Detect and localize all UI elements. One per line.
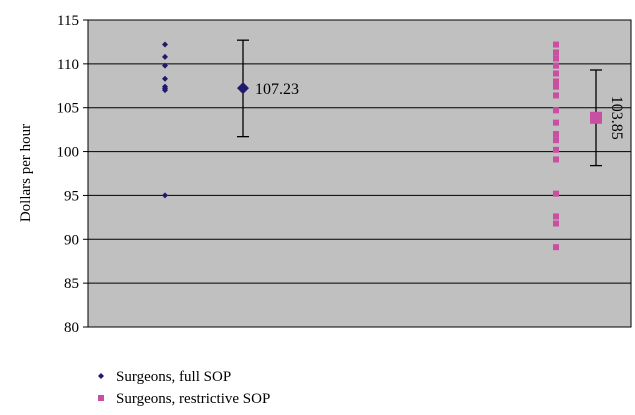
data-point	[553, 213, 559, 220]
y-tick-label: 110	[57, 57, 79, 73]
series-marks: 107.23 103.85	[162, 39, 625, 251]
mean-marker	[237, 82, 249, 95]
y-tick-label: 100	[57, 145, 80, 161]
data-point	[553, 146, 559, 153]
data-point	[553, 107, 559, 114]
data-point	[162, 41, 168, 48]
legend-item: Surgeons, restrictive SOP	[98, 391, 270, 407]
data-point	[553, 70, 559, 77]
y-tick-label: 90	[64, 232, 79, 248]
data-point	[553, 78, 559, 85]
data-point	[553, 131, 559, 138]
legend: Surgeons, full SOP Surgeons, restrictive …	[98, 369, 270, 407]
y-axis-ticks: 80 85 90 95 100 105 110 115	[57, 13, 88, 336]
data-point	[162, 62, 168, 69]
series-1: 107.23	[162, 39, 299, 199]
y-tick-label: 95	[64, 188, 79, 204]
data-point	[553, 156, 559, 163]
series-2: 103.85	[553, 41, 625, 251]
legend-label: Surgeons, full SOP	[116, 369, 231, 385]
mean-data-label: 103.85	[608, 96, 625, 140]
gridlines	[88, 63, 631, 284]
data-point	[162, 53, 168, 60]
data-point	[553, 137, 559, 144]
plot-area	[87, 19, 632, 328]
data-point	[553, 49, 559, 56]
mean-data-label: 107.23	[255, 81, 299, 98]
legend-marker-square	[98, 395, 104, 401]
mean-marker	[590, 111, 602, 124]
y-tick-label: 80	[64, 320, 79, 336]
data-point	[553, 83, 559, 90]
data-point	[162, 192, 168, 199]
data-point	[553, 190, 559, 197]
data-point	[553, 220, 559, 227]
legend-marker-diamond	[98, 373, 104, 379]
legend-item: Surgeons, full SOP	[98, 369, 231, 385]
data-point	[162, 87, 168, 94]
data-point	[553, 41, 559, 48]
data-point	[162, 75, 168, 82]
y-axis-title: Dollars per hour	[18, 124, 34, 222]
data-point	[553, 55, 559, 62]
y-tick-label: 105	[57, 101, 80, 117]
data-point	[553, 92, 559, 99]
data-point	[553, 62, 559, 69]
legend-label: Surgeons, restrictive SOP	[116, 391, 270, 407]
data-point	[553, 119, 559, 126]
y-tick-label: 85	[64, 276, 79, 292]
y-tick-label: 115	[57, 13, 79, 29]
data-point	[553, 244, 559, 251]
